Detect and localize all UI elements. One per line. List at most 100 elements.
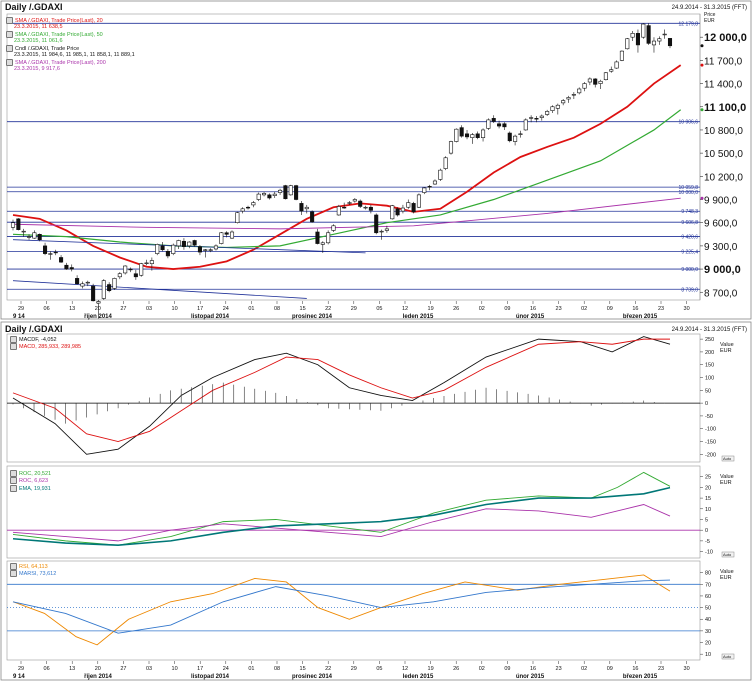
candle — [539, 115, 544, 118]
reference-line-label: 8 739,0 — [681, 287, 698, 293]
indicator-icon[interactable] — [10, 343, 17, 351]
reference-line-label: 10 000,0 — [679, 190, 699, 196]
reference-line-label: 10 059,8 — [679, 185, 699, 191]
legend-sma20[interactable]: SMA /.GDAXI, Trade Price(Last), 20 23.3.2… — [6, 17, 135, 31]
macd-legend: MACDF, -4,052 MACD, 285,933, 289,985 — [10, 336, 81, 351]
x-tick-label: 01 — [248, 666, 254, 672]
axis-unit-label: Price — [704, 12, 716, 18]
rsi-auto-label: Auto — [723, 654, 732, 659]
candle — [566, 97, 571, 100]
x-tick-label: 23 — [658, 306, 664, 312]
roc-y-tick-label: 15 — [705, 496, 711, 502]
rsi-series-line — [12, 579, 671, 634]
candle — [336, 206, 341, 216]
roc-plot-area — [6, 465, 701, 559]
candle — [657, 38, 662, 42]
x-tick-label: 03 — [146, 306, 152, 312]
y-tick-label: 9 000,0 — [704, 264, 741, 276]
candle — [459, 127, 464, 137]
main-title: Daily /.GDAXI — [5, 2, 63, 12]
x-month-label: 9 14 — [13, 674, 25, 680]
candle — [427, 186, 432, 188]
candle — [283, 185, 288, 200]
candle — [352, 199, 357, 202]
legend-ema[interactable]: EMA, 19,931 — [10, 484, 51, 492]
legend-macdf[interactable]: MACDF, -4,052 — [10, 336, 81, 343]
candle — [288, 185, 293, 196]
roc-y-tick-label: 10 — [705, 507, 711, 513]
candle — [497, 123, 502, 127]
reference-line-label: 9 748,3 — [681, 209, 698, 215]
indicator-icon[interactable] — [10, 477, 17, 485]
sma200-marker — [700, 196, 704, 200]
roc-unit-label: Value — [720, 474, 734, 480]
indicator-icon[interactable] — [10, 570, 17, 578]
legend-sma200[interactable]: SMA /.GDAXI, Trade Price(Last), 200 23.3.… — [6, 58, 135, 73]
legend-roc2[interactable]: ROC, 6,623 — [10, 477, 51, 485]
legend-candle[interactable]: Cndl /.GDAXI, Trade Price 23.3.2015, 11 9… — [6, 44, 135, 59]
legend-sma50[interactable]: SMA /.GDAXI, Trade Price(Last), 50 23.3.2… — [6, 30, 135, 45]
macd-y-tick-label: -200 — [705, 452, 716, 458]
candle — [181, 240, 186, 247]
macd-range: 24.9.2014 - 31.3.2015 (FFT) — [671, 327, 747, 333]
x-tick-label: 23 — [556, 306, 562, 312]
x-tick-label: 05 — [376, 306, 382, 312]
legend-macd[interactable]: MACD, 285,933, 289,985 — [10, 343, 81, 351]
x-tick-label: 23 — [658, 666, 664, 672]
candle — [432, 180, 438, 185]
candle — [587, 78, 592, 83]
candle — [272, 193, 277, 196]
sma-line-1 — [12, 109, 682, 249]
candle — [651, 40, 657, 46]
indicator-icon[interactable] — [10, 563, 17, 570]
candle — [64, 264, 69, 270]
indicator-frame — [0, 321, 752, 681]
macd-y-tick-label: 0 — [705, 401, 708, 407]
macd-auto-button — [721, 455, 735, 462]
x-tick-label: 29 — [351, 306, 357, 312]
roc-unit: EUR — [720, 480, 732, 486]
legend-roc1[interactable]: ROC, 20,521 — [10, 470, 51, 477]
roc-series-line — [12, 504, 671, 542]
candle — [112, 278, 117, 289]
candle — [245, 206, 251, 209]
legend-marsi[interactable]: MARSI, 73,612 — [10, 570, 56, 578]
candle — [347, 202, 352, 204]
x-tick-label: 20 — [95, 666, 101, 672]
candle — [155, 244, 160, 254]
x-tick-label: 13 — [69, 306, 75, 312]
x-tick-label: 23 — [556, 666, 562, 672]
candle — [53, 251, 58, 254]
main-range: 24.9.2014 - 31.3.2015 (FFT) — [671, 5, 747, 11]
candle — [406, 202, 411, 208]
y-tick-label: 11 100,0 — [704, 102, 746, 114]
candle — [561, 100, 566, 104]
candle — [619, 50, 624, 61]
rsi-y-tick-label: 80 — [705, 571, 711, 577]
indicator-icon[interactable] — [6, 44, 13, 52]
candle — [555, 104, 560, 109]
legend-rsi[interactable]: RSI, 64,113 — [10, 563, 56, 570]
candle — [603, 72, 608, 81]
indicator-icon[interactable] — [6, 30, 13, 38]
indicator-icon[interactable] — [10, 336, 17, 343]
candle — [278, 189, 283, 193]
indicator-icon[interactable] — [6, 17, 13, 24]
indicator-icon[interactable] — [6, 58, 13, 66]
macd-unit-label: Value — [720, 342, 734, 348]
x-tick-label: 29 — [18, 666, 24, 672]
candle — [475, 133, 480, 138]
roc-y-tick-label: 20 — [705, 485, 711, 491]
candle — [502, 123, 507, 128]
candle — [32, 232, 37, 239]
roc-y-tick-label: -10 — [705, 550, 713, 556]
indicator-icon[interactable] — [10, 470, 17, 477]
roc-auto-button — [721, 551, 735, 558]
x-tick-label: 05 — [376, 666, 382, 672]
indicator-icon[interactable] — [10, 484, 17, 492]
candle — [630, 33, 635, 38]
x-tick-label: 02 — [479, 666, 485, 672]
x-month-label: únor 2015 — [516, 314, 545, 320]
candle — [395, 208, 400, 216]
